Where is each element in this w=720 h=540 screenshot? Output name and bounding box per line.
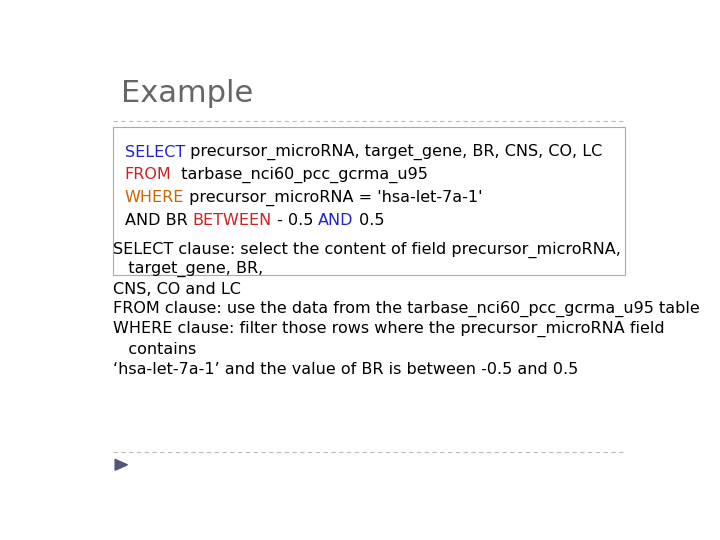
Text: ‘hsa-let-7a-1’ and the value of BR is between -0.5 and 0.5: ‘hsa-let-7a-1’ and the value of BR is be… bbox=[114, 362, 579, 377]
Text: SELECT clause: select the content of field precursor_microRNA,: SELECT clause: select the content of fie… bbox=[114, 241, 621, 258]
Text: AND BR: AND BR bbox=[125, 213, 192, 228]
Text: FROM clause: use the data from the tarbase_nci60_pcc_gcrma_u95 table: FROM clause: use the data from the tarba… bbox=[114, 301, 700, 318]
Text: BETWEEN: BETWEEN bbox=[192, 213, 271, 228]
Text: Example: Example bbox=[121, 79, 253, 109]
Text: CNS, CO and LC: CNS, CO and LC bbox=[114, 282, 241, 297]
Text: WHERE: WHERE bbox=[125, 191, 184, 205]
Text: WHERE clause: filter those rows where the precursor_microRNA field: WHERE clause: filter those rows where th… bbox=[114, 321, 665, 338]
Text: 0.5: 0.5 bbox=[354, 213, 384, 228]
Text: precursor_microRNA, target_gene, BR, CNS, CO, LC: precursor_microRNA, target_gene, BR, CNS… bbox=[185, 144, 602, 160]
Text: FROM: FROM bbox=[125, 167, 171, 183]
Text: precursor_microRNA = 'hsa-let-7a-1': precursor_microRNA = 'hsa-let-7a-1' bbox=[184, 190, 482, 206]
Polygon shape bbox=[115, 460, 127, 470]
Text: - 0.5: - 0.5 bbox=[271, 213, 318, 228]
Text: AND: AND bbox=[318, 213, 354, 228]
Text: tarbase_nci60_pcc_gcrma_u95: tarbase_nci60_pcc_gcrma_u95 bbox=[171, 167, 428, 183]
Text: SELECT: SELECT bbox=[125, 145, 185, 160]
FancyBboxPatch shape bbox=[114, 127, 624, 275]
Text: contains: contains bbox=[114, 342, 197, 357]
Text: target_gene, BR,: target_gene, BR, bbox=[114, 261, 264, 278]
